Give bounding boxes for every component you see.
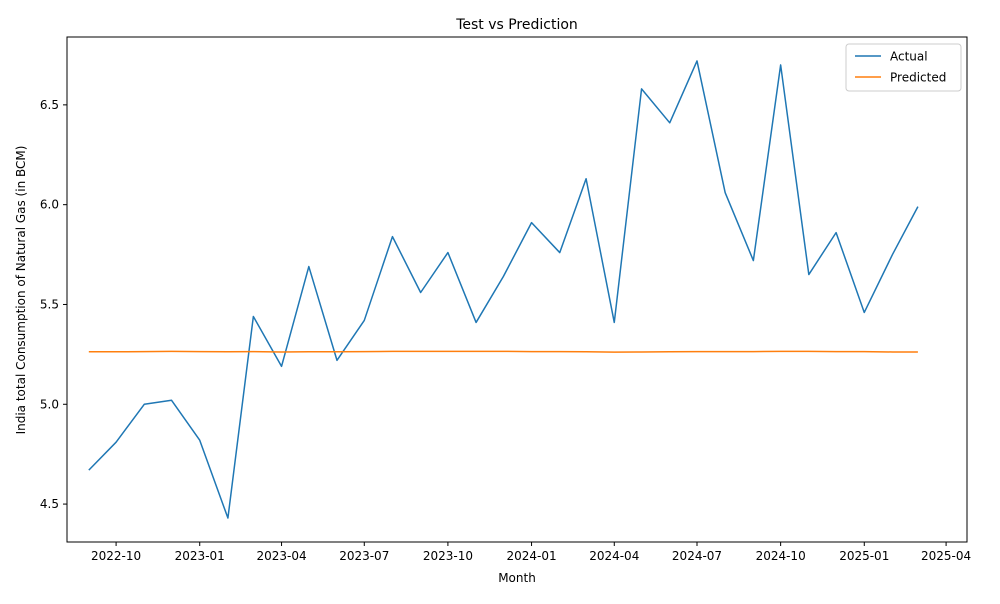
x-tick-label: 2023-10 xyxy=(423,549,473,563)
x-tick-label: 2022-10 xyxy=(91,549,141,563)
legend: Actual Predicted xyxy=(845,43,962,92)
y-tick-label: 5.0 xyxy=(40,397,59,411)
x-tick-label: 2024-07 xyxy=(672,549,722,563)
chart-title: Test vs Prediction xyxy=(455,17,578,33)
legend-label-predicted: Predicted xyxy=(890,71,946,85)
x-tick-label: 2024-10 xyxy=(756,549,806,563)
series-line-actual xyxy=(88,60,919,519)
x-axis-ticks: 2022-10 2023-01 2023-04 2023-07 2023-10 2024-… xyxy=(91,542,971,563)
series-layer xyxy=(88,60,919,519)
y-axis-ticks: 4.5 5.0 5.5 6.0 6.5 xyxy=(40,98,67,511)
x-tick-label: 2025-04 xyxy=(921,549,971,563)
legend-label-actual: Actual xyxy=(890,50,928,64)
x-tick-label: 2025-01 xyxy=(839,549,889,563)
x-tick-label: 2024-01 xyxy=(506,549,556,563)
x-tick-label: 2024-04 xyxy=(589,549,639,563)
y-tick-label: 6.0 xyxy=(40,198,59,212)
y-tick-label: 4.5 xyxy=(40,497,59,511)
series-line-predicted xyxy=(88,350,918,353)
x-tick-label: 2023-01 xyxy=(175,549,225,563)
y-tick-label: 6.5 xyxy=(40,98,59,112)
x-tick-label: 2023-04 xyxy=(256,549,306,563)
y-axis-label: India total Consumption of Natural Gas (… xyxy=(14,146,28,435)
x-axis-label: Month xyxy=(498,571,536,585)
y-tick-label: 5.5 xyxy=(40,297,59,311)
plot-frame xyxy=(66,36,968,543)
x-tick-label: 2023-07 xyxy=(339,549,389,563)
